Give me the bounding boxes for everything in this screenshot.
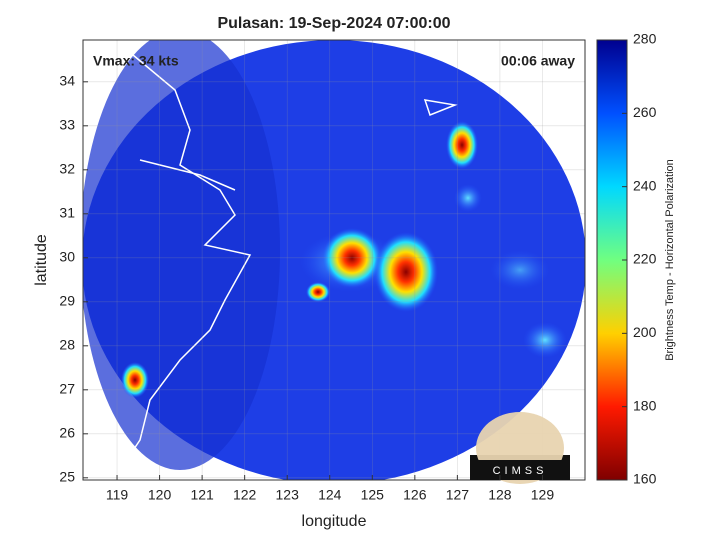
y-tick-label: 32 [59, 161, 75, 177]
colorbar-tick-label: 280 [633, 31, 657, 47]
y-tick-label: 27 [59, 381, 75, 397]
x-tick-label: 124 [318, 487, 342, 503]
x-tick-label: 128 [488, 487, 512, 503]
logo: CIMSS [470, 412, 570, 484]
y-axis-label: latitude [33, 234, 50, 286]
colorbar-tick-label: 260 [633, 104, 657, 120]
colorbar-tick-label: 160 [633, 471, 657, 487]
x-tick-label: 123 [276, 487, 300, 503]
x-tick-label: 121 [190, 487, 214, 503]
colorbar-tick-label: 180 [633, 397, 657, 413]
plot-frame [82, 39, 586, 481]
x-tick-label: 126 [403, 487, 427, 503]
y-tick-label: 28 [59, 337, 75, 353]
x-tick-label: 127 [446, 487, 470, 503]
colorbar-tick-label: 220 [633, 251, 657, 267]
annotation: Vmax: 34 kts [93, 53, 179, 69]
colorbar-tick-label: 200 [633, 324, 657, 340]
y-tick-label: 33 [59, 117, 75, 133]
logo-text: CIMSS [493, 465, 548, 477]
y-tick-label: 34 [59, 73, 75, 89]
x-tick-label: 122 [233, 487, 257, 503]
y-tick-label: 26 [59, 425, 75, 441]
colorbar-label: Brightness Temp - Horizontal Polarizatio… [664, 159, 676, 361]
satellite-image [83, 40, 585, 480]
y-tick-label: 31 [59, 205, 75, 221]
x-tick-label: 119 [106, 487, 129, 503]
annotation: 00:06 away [501, 53, 575, 69]
y-tick-label: 29 [59, 293, 75, 309]
y-tick-label: 25 [59, 469, 75, 485]
y-tick-label: 30 [59, 249, 75, 265]
x-axis-label: longitude [302, 513, 367, 530]
x-tick-label: 120 [148, 487, 172, 503]
chart-title: Pulasan: 19-Sep-2024 07:00:00 [217, 15, 450, 32]
colorbar-tick-label: 240 [633, 177, 657, 193]
x-tick-label: 129 [531, 487, 555, 503]
x-tick-label: 125 [361, 487, 385, 503]
